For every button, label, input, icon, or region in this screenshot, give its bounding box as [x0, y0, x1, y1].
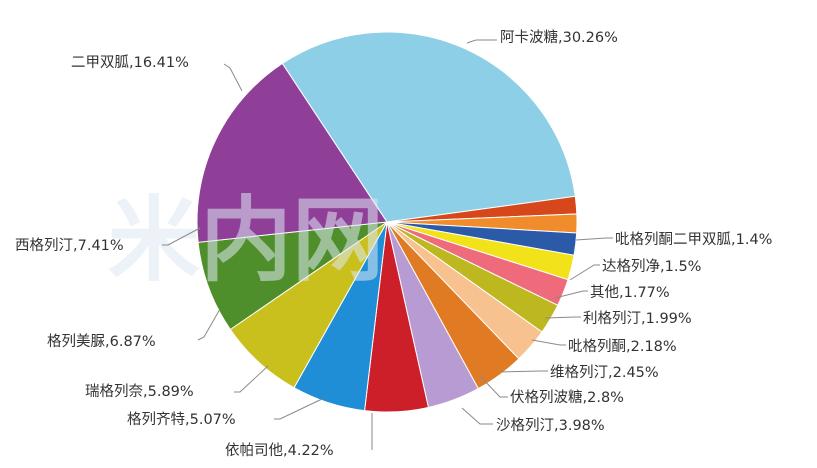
- data-label-metformin: 二甲双胍,16.41%: [71, 54, 189, 71]
- leader-line: [554, 290, 588, 299]
- leader-line: [499, 370, 548, 373]
- leader-line: [479, 375, 508, 398]
- data-label-repaglinide: 瑞格列奈,5.89%: [85, 383, 194, 400]
- data-label-others: 其他,1.77%: [590, 284, 670, 301]
- data-label-epalrestat: 依帕司他,4.22%: [225, 442, 334, 459]
- leader-line: [461, 407, 493, 425]
- data-label-vildagliptin: 维格列汀,2.45%: [550, 364, 659, 381]
- data-label-voglibose: 伏格列波糖,2.8%: [510, 389, 624, 406]
- pie-slice-15: [196, 62, 388, 243]
- pie-slices: [196, 31, 578, 413]
- data-label-dapagliflozin: 达格列净,1.5%: [602, 258, 701, 275]
- leader-line: [234, 365, 269, 393]
- leader-line: [531, 339, 566, 346]
- leader-line: [162, 227, 201, 246]
- leader-line: [197, 308, 221, 341]
- data-label-pioglitazone-metformin: 吡格列酮二甲双胍,1.4%: [615, 231, 772, 248]
- leader-line: [569, 264, 600, 281]
- leader-line: [544, 316, 581, 319]
- leader-line: [466, 39, 497, 44]
- leader-line: [223, 63, 243, 92]
- data-label-pioglitazone: 吡格列酮,2.18%: [568, 338, 677, 355]
- leader-lines: [162, 39, 613, 450]
- data-label-sitagliptin: 西格列汀,7.41%: [15, 237, 124, 254]
- data-labels: 阿卡波糖,30.26% 二甲双胍,16.41% 西格列汀,7.41% 格列美脲,…: [15, 29, 772, 459]
- pie-slice-14: [197, 221, 388, 331]
- watermark: 米内网: [108, 187, 384, 294]
- pie-slice-1: [281, 31, 576, 223]
- data-label-saxagliptin: 沙格列汀,3.98%: [496, 417, 605, 434]
- data-label-linagliptin: 利格列汀,1.99%: [583, 310, 692, 327]
- data-label-gliclazide: 格列齐特,5.07%: [127, 411, 236, 428]
- data-label-glimepiride: 格列美脲,6.87%: [47, 333, 156, 350]
- leader-line: [575, 237, 613, 241]
- leader-line: [274, 398, 323, 420]
- data-label-acarbose: 阿卡波糖,30.26%: [500, 29, 618, 46]
